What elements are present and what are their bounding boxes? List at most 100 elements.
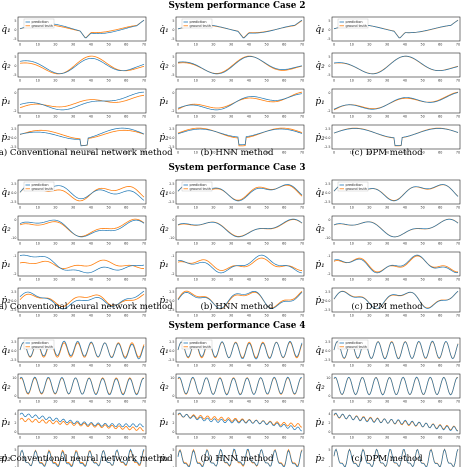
x-tick-label: 30 [229,79,233,83]
ground-truth-line [19,129,145,146]
row-axis-label: q̇₁ [315,25,324,35]
x-tick-label: 40 [403,115,407,119]
x-tick-label: 60 [438,364,442,368]
row-axis-label: ṗ₁ [159,97,168,107]
y-tick-label: -2.5 [168,358,174,362]
y-tick-label: 5 [328,19,330,23]
x-tick-label: 50 [420,364,424,368]
x-tick-label: 50 [264,79,268,83]
prediction-line [333,128,459,146]
y-tick-label: 0 [328,91,330,95]
x-tick-label: 20 [53,151,57,155]
x-tick-label: 60 [282,43,286,47]
x-tick-label: 70 [142,79,146,83]
ground-truth-line [177,55,303,74]
x-tick-label: 20 [367,43,371,47]
row-axis-label: ṗ₂ [1,296,11,306]
row-axis-label: q̇₂ [159,224,169,234]
x-tick-label: 70 [300,43,304,47]
y-tick-label: 0 [172,394,174,398]
y-tick-label: 0.0 [11,299,16,303]
x-tick-label: 40 [247,151,251,155]
subplot-panel: 10 00 10 20 30 40 50 60 70 q̇₂ [315,373,461,404]
x-tick-label: 30 [71,314,75,318]
x-tick-label: 70 [300,206,304,210]
y-tick-label: 5 [14,19,16,23]
subplot-panel: 50010203040506070ṗ₂ [159,445,305,467]
y-tick-label: -5 [13,73,16,77]
y-tick-label: -10 [325,236,330,240]
x-tick-label: 10 [350,400,354,404]
prediction-line [177,340,303,360]
y-tick-label: 0 [14,28,16,32]
ground-truth-line [19,293,145,307]
x-tick-label: 20 [367,79,371,83]
y-tick-label: -2 [327,272,330,276]
y-tick-label: 2.5 [325,340,330,344]
x-tick-label: 0 [19,400,21,404]
row-axis-label: ṗ₂ [315,454,325,464]
x-tick-label: 40 [89,242,93,246]
y-tick-label: 0 [14,394,16,398]
prediction-line [177,376,303,396]
x-tick-label: 50 [420,400,424,404]
legend-box [337,181,369,192]
x-tick-label: 30 [71,242,75,246]
y-tick-label: -2.5 [324,145,330,149]
x-tick-label: 30 [385,151,389,155]
column-caption: (c) DPM method [351,147,423,158]
ground-truth-line [19,218,145,237]
x-tick-label: 0 [177,400,179,404]
ground-truth-line [19,449,145,467]
x-tick-label: 70 [142,242,146,246]
row-axis-label: ṗ₁ [1,418,10,428]
y-tick-label: 5 [328,55,330,59]
x-tick-label: 50 [420,115,424,119]
x-tick-label: 30 [385,43,389,47]
row-axis-label: q̇₂ [315,224,325,234]
x-tick-label: 0 [177,43,179,47]
column-caption: (c) DPM method [351,301,423,312]
panel-frame [175,16,305,42]
x-tick-label: 40 [403,278,407,282]
y-tick-label: 2 [328,421,330,425]
ground-truth-line [177,91,303,110]
row-axis-label: ṗ₂ [1,454,11,464]
ground-truth-line [177,127,303,147]
y-tick-label: -10 [169,236,174,240]
subplot-panel: 2.5 0.0 -2.50 10 20 30 40 50 60 70 q̇₁ predictiongr… [159,337,305,368]
legend-box [23,339,55,350]
legend-label-ground-truth: ground truth [190,187,211,191]
x-tick-label: 50 [106,314,110,318]
ground-truth-line [333,55,459,75]
panel-frame [331,251,461,277]
x-tick-label: 60 [282,436,286,440]
x-tick-label: 20 [53,43,57,47]
y-tick-label: -2.5 [324,200,330,204]
x-tick-label: 10 [36,151,40,155]
x-tick-label: 70 [456,364,460,368]
legend-label-prediction: prediction [190,341,207,345]
x-tick-label: 20 [367,314,371,318]
x-tick-label: 10 [36,79,40,83]
subplot-panel: 50-50 10 20 30 40 50 60 70q̇₂ [315,52,461,83]
x-tick-label: 30 [229,364,233,368]
x-tick-label: 20 [211,278,215,282]
subplot-panel: 2.5 0.0 -2.50 10 20 30 40 50 60 70 ṗ₂ [159,124,305,155]
prediction-line [19,254,145,274]
x-tick-label: 20 [211,400,215,404]
subplot-panel: 0-100 10 20 30 40 50 60 70q̇₂ [1,215,147,246]
legend-box [23,18,55,29]
x-tick-label: 50 [106,436,110,440]
x-tick-label: 50 [106,115,110,119]
x-tick-label: 10 [36,436,40,440]
x-tick-label: 10 [194,206,198,210]
x-tick-label: 60 [124,43,128,47]
x-tick-label: 40 [247,79,251,83]
prediction-line [19,448,145,467]
row-axis-label: q̇₂ [315,61,325,71]
y-tick-label: 0 [328,218,330,222]
y-tick-label: 0 [14,91,16,95]
y-tick-label: 5 [172,55,174,59]
